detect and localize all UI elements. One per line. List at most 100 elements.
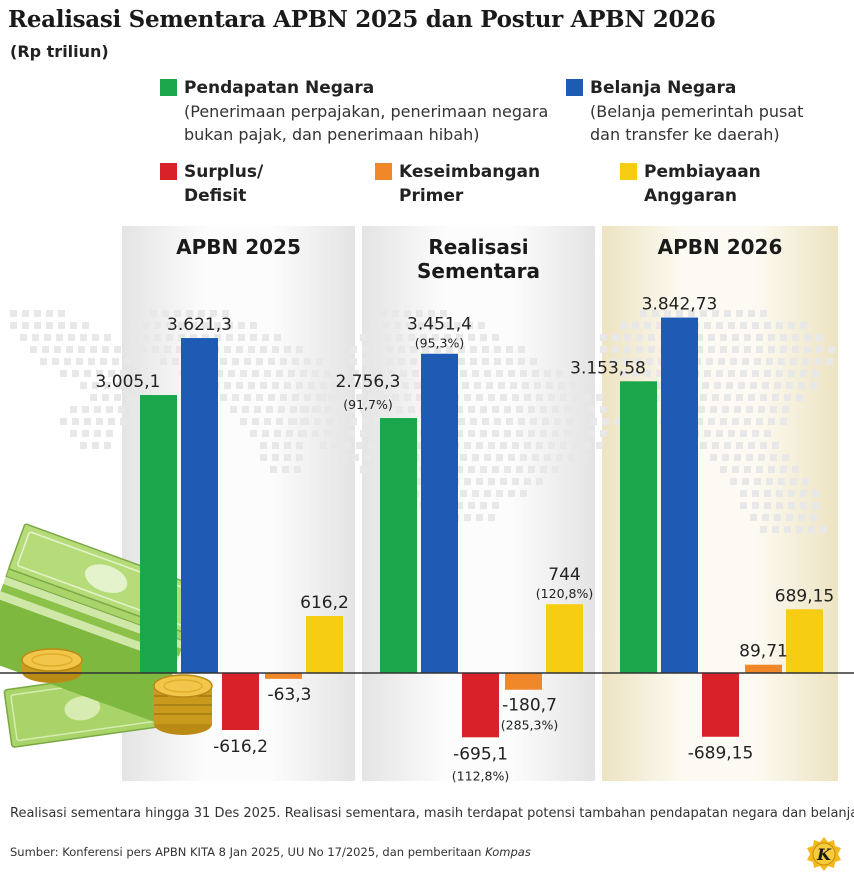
map-dot [280,394,287,401]
map-dot [210,310,217,317]
bar [505,673,542,690]
map-dot [440,310,447,317]
map-dot [704,322,711,329]
map-dot [244,358,251,365]
map-dot [348,406,355,413]
map-dot [256,394,263,401]
map-dot [272,382,279,389]
map-dot [520,490,527,497]
map-dot [178,322,185,329]
map-dot [802,478,809,485]
map-dot [764,322,771,329]
map-dot [402,382,409,389]
map-dot [704,430,711,437]
map-dot [278,406,285,413]
map-dot [42,346,49,353]
map-dot [58,322,65,329]
map-dot [778,478,785,485]
map-dot [622,358,629,365]
map-dot [350,346,357,353]
map-dot [384,334,391,341]
map-dot [406,322,413,329]
map-dot [548,442,555,449]
map-dot [300,406,307,413]
legend-label: Keseimbangan Primer [399,162,541,206]
bar [661,317,698,673]
map-dot [284,442,291,449]
map-dot [250,322,257,329]
map-dot [500,394,507,401]
map-dot [518,358,525,365]
map-dot [458,418,465,425]
map-dot [284,346,291,353]
map-dot [636,346,643,353]
map-dot [788,322,795,329]
map-dot [812,502,819,509]
map-dot [570,382,577,389]
map-dot [374,418,381,425]
map-dot [220,358,227,365]
map-dot [268,394,275,401]
map-dot [556,454,563,461]
map-dot [756,346,763,353]
bar [181,338,218,673]
data-label: 3.621,3 [167,315,232,335]
map-dot [468,502,475,509]
map-dot [104,334,111,341]
map-dot [724,310,731,317]
map-dot [100,358,107,365]
map-dot [214,322,221,329]
map-dot [80,334,87,341]
map-dot [636,334,643,341]
map-dot [272,346,279,353]
map-dot [496,490,503,497]
map-dot [716,322,723,329]
map-dot [790,358,797,365]
map-dot [706,358,713,365]
legend-swatch [160,163,177,180]
map-dot [76,358,83,365]
map-dot [398,358,405,365]
map-dot [432,334,439,341]
map-dot [312,406,319,413]
map-dot [458,346,465,353]
map-dot [812,490,819,497]
map-dot [744,418,751,425]
map-dot [376,370,383,377]
map-dot [590,418,597,425]
data-label: -695,1 [453,744,508,764]
coin-stack-right [153,674,213,735]
map-dot [494,418,501,425]
map-dot [390,382,397,389]
map-dot [94,430,101,437]
map-dot [398,346,405,353]
map-dot [512,394,519,401]
map-dot [380,310,387,317]
bar [306,616,343,673]
map-dot [264,370,271,377]
map-dot [106,406,113,413]
map-dot [270,466,277,473]
map-dot [764,502,771,509]
data-label: -63,3 [268,685,312,705]
source-publisher: Kompas [485,845,531,859]
map-dot [60,370,67,377]
map-dot [552,430,559,437]
map-dot [704,370,711,377]
map-dot [536,478,543,485]
map-dot [260,382,267,389]
bar [786,609,823,673]
map-dot [92,334,99,341]
map-dot [564,406,571,413]
map-dot [624,346,631,353]
map-dot [492,502,499,509]
map-dot [802,358,809,365]
map-dot [248,346,255,353]
map-dot [746,406,753,413]
map-dot [780,334,787,341]
map-dot [508,490,515,497]
map-dot [238,322,245,329]
map-dot [250,430,257,437]
map-dot [142,322,149,329]
map-dot [648,334,655,341]
